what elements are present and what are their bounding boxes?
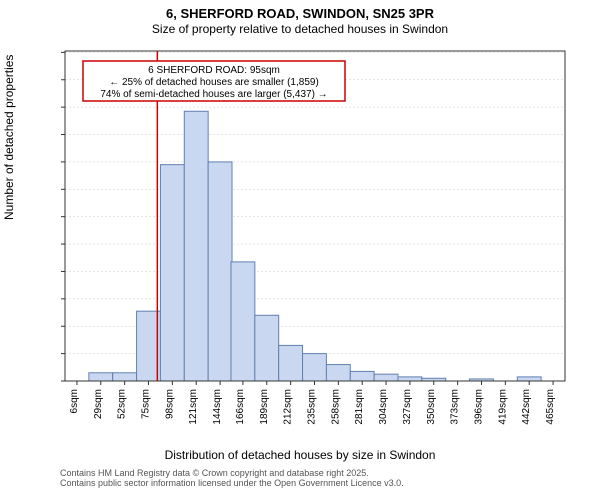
- svg-text:212sqm: 212sqm: [283, 389, 294, 425]
- chart-plot-area: 0200400600800100012001400160018002000220…: [60, 46, 585, 406]
- svg-text:304sqm: 304sqm: [378, 389, 389, 425]
- svg-text:373sqm: 373sqm: [450, 389, 461, 425]
- svg-text:442sqm: 442sqm: [521, 389, 532, 425]
- svg-text:75sqm: 75sqm: [141, 389, 152, 419]
- svg-text:281sqm: 281sqm: [354, 389, 365, 425]
- svg-text:6 SHERFORD ROAD: 95sqm: 6 SHERFORD ROAD: 95sqm: [148, 65, 280, 76]
- svg-text:74% of semi-detached houses ar: 74% of semi-detached houses are larger (…: [100, 89, 327, 100]
- y-axis-label: Number of detached properties: [2, 55, 16, 220]
- svg-text:98sqm: 98sqm: [164, 389, 175, 419]
- footer-line-1: Contains HM Land Registry data © Crown c…: [60, 468, 369, 478]
- svg-text:258sqm: 258sqm: [330, 389, 341, 425]
- svg-text:166sqm: 166sqm: [235, 389, 246, 425]
- svg-text:396sqm: 396sqm: [473, 389, 484, 425]
- footer-credits: Contains HM Land Registry data © Crown c…: [60, 468, 404, 489]
- chart-container: 6, SHERFORD ROAD, SWINDON, SN25 3PR Size…: [0, 0, 600, 500]
- svg-text:29sqm: 29sqm: [93, 389, 104, 419]
- svg-text:419sqm: 419sqm: [497, 389, 508, 425]
- svg-text:465sqm: 465sqm: [545, 389, 556, 425]
- svg-text:6sqm: 6sqm: [69, 389, 80, 413]
- svg-text:327sqm: 327sqm: [402, 389, 413, 425]
- footer-line-2: Contains public sector information licen…: [60, 478, 404, 488]
- svg-text:350sqm: 350sqm: [426, 389, 437, 425]
- svg-text:189sqm: 189sqm: [259, 389, 270, 425]
- svg-text:52sqm: 52sqm: [117, 389, 128, 419]
- svg-text:235sqm: 235sqm: [306, 389, 317, 425]
- svg-text:121sqm: 121sqm: [188, 389, 199, 425]
- chart-title: 6, SHERFORD ROAD, SWINDON, SN25 3PR: [0, 0, 600, 22]
- svg-text:144sqm: 144sqm: [212, 389, 223, 425]
- svg-text:← 25% of detached houses are s: ← 25% of detached houses are smaller (1,…: [109, 77, 319, 88]
- x-axis-label: Distribution of detached houses by size …: [0, 448, 600, 462]
- chart-subtitle: Size of property relative to detached ho…: [0, 22, 600, 40]
